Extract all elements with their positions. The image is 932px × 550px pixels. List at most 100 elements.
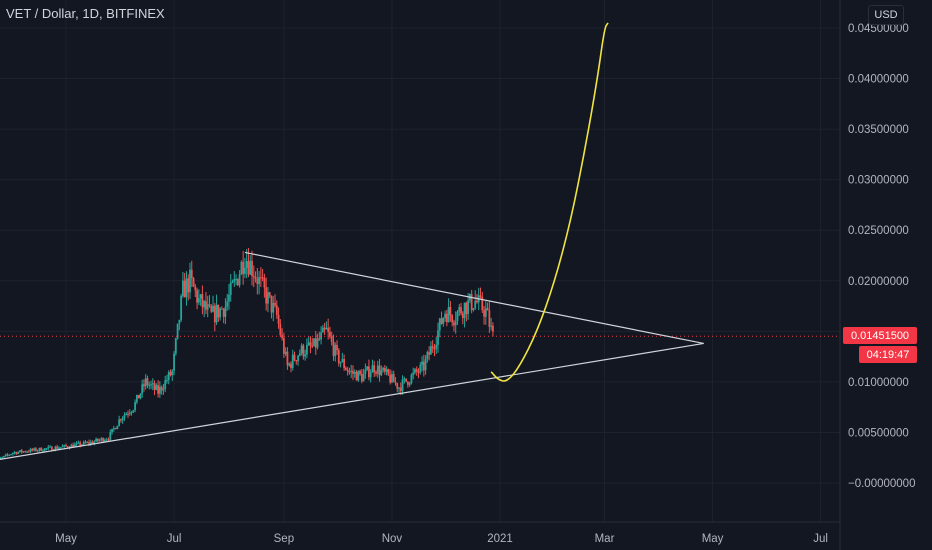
price-tick-label: 0.00500000	[848, 427, 909, 439]
candle-body	[247, 261, 250, 275]
candle-body	[63, 445, 66, 447]
candle-body	[158, 386, 161, 394]
candle	[50, 446, 53, 451]
candle-body	[275, 305, 278, 315]
candle	[134, 399, 136, 413]
candle-body	[20, 450, 23, 453]
candle	[352, 365, 354, 381]
candle	[236, 278, 239, 287]
candle-body	[174, 338, 177, 354]
candle	[242, 250, 245, 285]
candle-body	[47, 446, 50, 449]
candle-body	[445, 313, 448, 323]
candle-body	[463, 302, 466, 319]
candle-body	[387, 369, 390, 375]
candle	[408, 381, 411, 387]
candle-body	[362, 373, 365, 382]
candle-body	[24, 451, 27, 453]
candle-body	[26, 451, 28, 453]
candle	[490, 317, 493, 331]
candle	[196, 287, 198, 310]
chart-drawings	[0, 22, 840, 460]
candle-body	[474, 300, 477, 309]
candle	[281, 328, 284, 341]
candle	[217, 304, 220, 323]
candle	[320, 326, 322, 345]
candle-body	[337, 349, 340, 364]
candle	[189, 262, 191, 299]
candle	[261, 268, 264, 282]
candle-body	[355, 372, 358, 381]
candle	[148, 381, 151, 390]
candle	[27, 449, 30, 453]
candle-body	[329, 331, 331, 337]
candle-body	[178, 319, 181, 324]
candle-body	[444, 313, 446, 318]
candle-body	[58, 447, 60, 449]
candle	[297, 354, 299, 366]
candle-body	[394, 382, 397, 384]
candle-body	[91, 441, 94, 444]
candle	[486, 302, 489, 311]
candle-body	[252, 276, 255, 278]
candle-body	[318, 338, 321, 340]
candle	[158, 381, 161, 398]
candle-body	[143, 384, 145, 387]
candle-body	[461, 313, 464, 319]
candle-body	[86, 442, 89, 444]
time-tick-label: Nov	[382, 533, 403, 545]
candle-body	[261, 277, 264, 279]
currency-button[interactable]: USD	[868, 5, 904, 25]
candle	[224, 298, 227, 325]
candle-body	[82, 441, 85, 445]
candle	[77, 440, 80, 445]
candle-body	[29, 449, 32, 452]
candle	[282, 332, 285, 359]
candle	[201, 285, 204, 315]
time-tick-label: Sep	[274, 533, 294, 545]
candle	[392, 370, 395, 383]
candle-body	[66, 446, 69, 448]
candle	[219, 307, 222, 321]
candle-body	[215, 304, 218, 323]
candle-body	[313, 338, 315, 346]
candle	[265, 277, 268, 311]
candle-body	[341, 359, 344, 362]
candle-body	[378, 365, 381, 376]
candle-body	[306, 344, 308, 355]
candle	[125, 412, 128, 416]
candle	[428, 346, 431, 361]
candle-body	[288, 363, 291, 366]
candle	[42, 448, 44, 452]
candle-body	[1, 457, 4, 459]
candle	[359, 369, 361, 376]
candle-body	[236, 278, 239, 286]
candle	[325, 321, 328, 330]
candle	[314, 330, 317, 355]
candle	[213, 303, 216, 332]
candle-body	[65, 445, 67, 447]
candle	[479, 287, 482, 299]
candle	[375, 370, 377, 377]
candle	[417, 368, 420, 379]
candle-body	[137, 395, 140, 399]
candle-body	[412, 372, 415, 375]
candle	[424, 355, 427, 375]
candle-body	[0, 457, 2, 459]
candle-body	[88, 442, 90, 444]
candle-body	[265, 287, 268, 304]
candle	[256, 268, 259, 295]
candle	[86, 441, 89, 444]
candle-body	[421, 361, 423, 365]
candle-body	[357, 370, 360, 381]
candle	[258, 271, 260, 295]
candle	[75, 441, 78, 447]
candle-body	[50, 446, 53, 451]
candle-body	[203, 301, 206, 308]
candle	[467, 292, 470, 320]
candle	[291, 349, 294, 371]
candle	[453, 319, 455, 332]
candle-body	[213, 305, 216, 323]
candle-body	[389, 374, 392, 383]
